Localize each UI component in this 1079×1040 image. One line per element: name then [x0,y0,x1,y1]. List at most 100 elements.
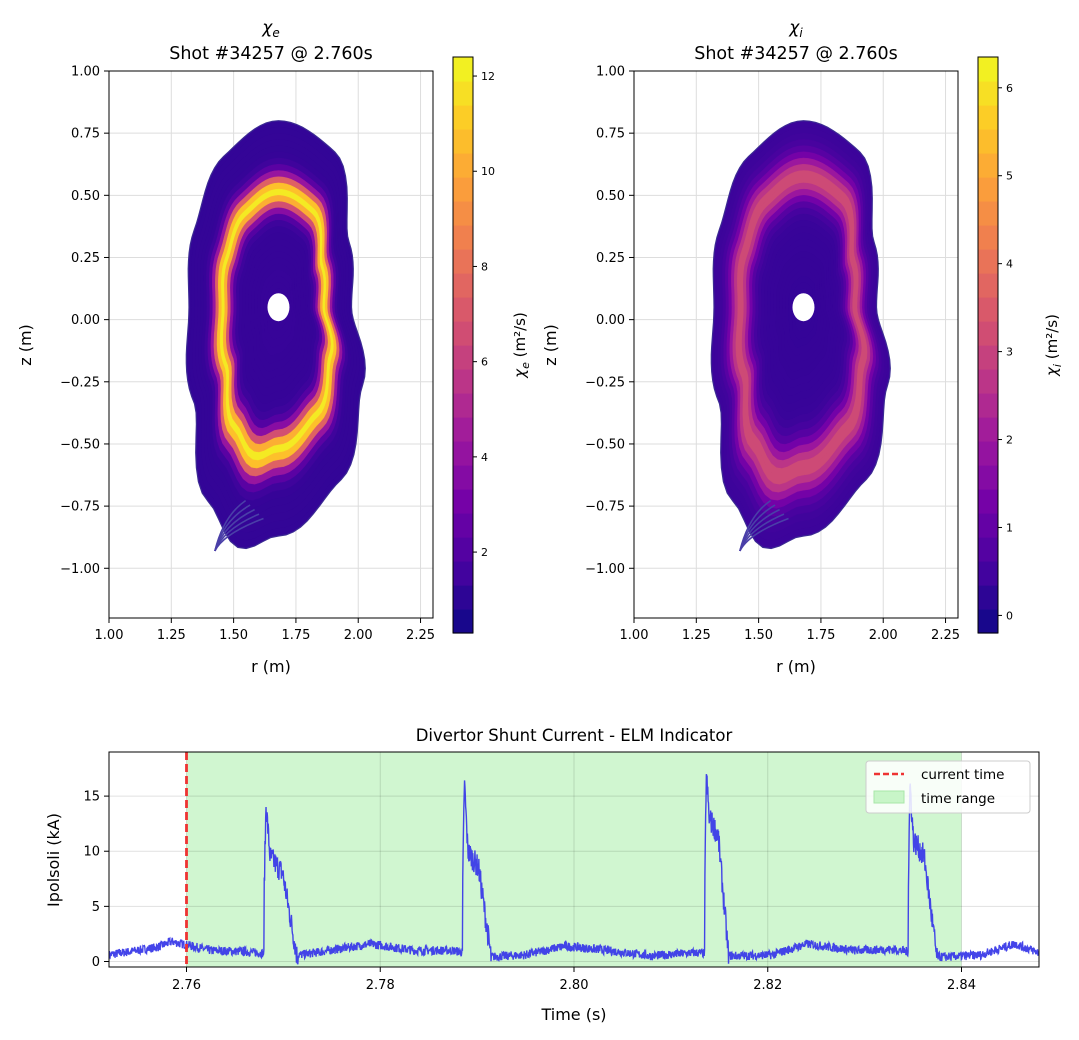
colorbar-band [453,585,473,610]
colorbar-band [453,153,473,178]
y-tick-label: −0.25 [60,375,100,390]
chi-e-x-axis-label: r (m) [251,657,291,676]
chi-i-panel: χi Shot #34257 @ 2.760s 1.00 1.25 1.50 1.75… [541,18,1064,676]
x-tick-label: 1.75 [806,628,835,643]
colorbar-tick-label: 6 [481,356,488,369]
colorbar-band [978,369,998,394]
y-tick-label: 0 [92,955,100,970]
colorbar-tick-label: 0 [1006,609,1013,622]
chi-e-contour-map [185,120,366,552]
colorbar-band [453,321,473,346]
colorbar-band [978,537,998,562]
colorbar-frame [977,56,999,634]
colorbar-band [453,81,473,106]
colorbar-band [978,465,998,490]
colorbar-band [453,57,473,82]
colorbar-tick-label: 10 [481,165,495,178]
chi-e-y-ticks: 1.00 0.75 0.50 0.25 0.00 −0.25 −0.50 −0.75 −1.00 [60,65,109,577]
colorbar-band [978,273,998,298]
x-tick-label: 1.50 [219,628,248,643]
colorbar-frame [452,56,474,634]
x-tick-label: 2.00 [344,628,373,643]
colorbar-band [453,465,473,490]
colorbar-band [453,513,473,538]
y-tick-label: 0.00 [71,313,100,328]
shunt-current-line [109,773,1039,965]
chi-i-contour-map [710,120,891,552]
shunt-current-x-ticks: 2.76 2.78 2.80 2.82 2.84 [172,967,976,993]
colorbar-tick-label: 4 [481,451,488,464]
colorbar-band [978,321,998,346]
chi-e-x-ticks: 1.00 1.25 1.50 1.75 2.00 2.25 [95,618,435,643]
x-tick-label: 2.00 [869,628,898,643]
colorbar-band [978,441,998,466]
colorbar-band [978,225,998,250]
colorbar-band [453,537,473,562]
chi-i-y-ticks: 1.00 0.75 0.50 0.25 0.00 −0.25 −0.50 −0.75 −1.00 [585,65,634,577]
y-tick-label: 10 [83,845,100,860]
y-tick-label: 0.25 [71,251,100,266]
chi-i-axes-frame [633,70,959,619]
legend-box [865,760,1031,814]
colorbar-tick-label: 2 [1006,434,1013,447]
x-tick-label: 2.76 [172,978,201,993]
colorbar-band [978,81,998,106]
colorbar-band [978,249,998,274]
colorbar-band [978,201,998,226]
y-tick-label: −0.50 [60,437,100,452]
y-tick-label: 1.00 [596,65,625,80]
colorbar-band [978,105,998,130]
shunt-current-y-axis-label: Ipolsoli (kA) [44,813,63,907]
chi-i-x-axis-label: r (m) [776,657,816,676]
y-tick-label: 0.50 [71,189,100,204]
y-tick-label: −0.75 [585,500,625,515]
x-tick-label: 2.78 [366,978,395,993]
x-tick-label: 1.25 [157,628,186,643]
colorbar-band [453,369,473,394]
legend-current-time-label: current time [921,767,1005,783]
y-tick-label: 0.75 [71,127,100,142]
x-tick-label: 1.00 [95,628,124,643]
colorbar-band [978,153,998,178]
colorbar-band [978,609,998,634]
chi-i-colorbar-label: χi (m²/s) [1043,314,1064,377]
colorbar-band [978,177,998,202]
chi-i-title-shot: Shot #34257 @ 2.760s [694,44,898,64]
y-tick-label: 1.00 [71,65,100,80]
colorbar-band [978,585,998,610]
colorbar-tick-label: 4 [1006,258,1013,271]
chi-e-colorbar-label: χe (m²/s) [511,312,532,379]
colorbar-band [453,273,473,298]
colorbar-tick-label: 6 [1006,82,1013,95]
x-tick-label: 1.00 [620,628,649,643]
colorbar-band [978,129,998,154]
y-tick-label: 15 [83,790,100,805]
chi-e-panel: χe Shot #34257 @ 2.760s 1.00 1.25 1.50 1.75… [16,18,532,676]
shunt-current-plot-area [109,752,1039,967]
shunt-current-panel: Divertor Shunt Current - ELM Indicator 2… [44,726,1040,1024]
colorbar-band [453,489,473,514]
chi-e-title-symbol: χe [261,18,279,40]
colorbar-band [453,201,473,226]
y-tick-label: 5 [92,900,100,915]
colorbar-band [453,561,473,586]
shunt-current-title: Divertor Shunt Current - ELM Indicator [416,726,733,745]
shunt-current-y-ticks: 0 5 10 15 [83,790,109,970]
colorbar-band [453,393,473,418]
colorbar-band [978,417,998,442]
x-tick-label: 2.25 [406,628,435,643]
chi-e-title-shot: Shot #34257 @ 2.760s [169,44,373,64]
colorbar-tick-label: 12 [481,70,495,83]
x-tick-label: 1.75 [281,628,310,643]
colorbar-band [453,441,473,466]
colorbar-band [978,393,998,418]
colorbar-band [978,57,998,82]
colorbar-band [453,177,473,202]
colorbar-band [453,417,473,442]
colorbar-tick-label: 3 [1006,346,1013,359]
y-tick-label: 0.25 [596,251,625,266]
y-tick-label: −1.00 [585,562,625,577]
colorbar-band [453,249,473,274]
y-tick-label: 0.75 [596,127,625,142]
